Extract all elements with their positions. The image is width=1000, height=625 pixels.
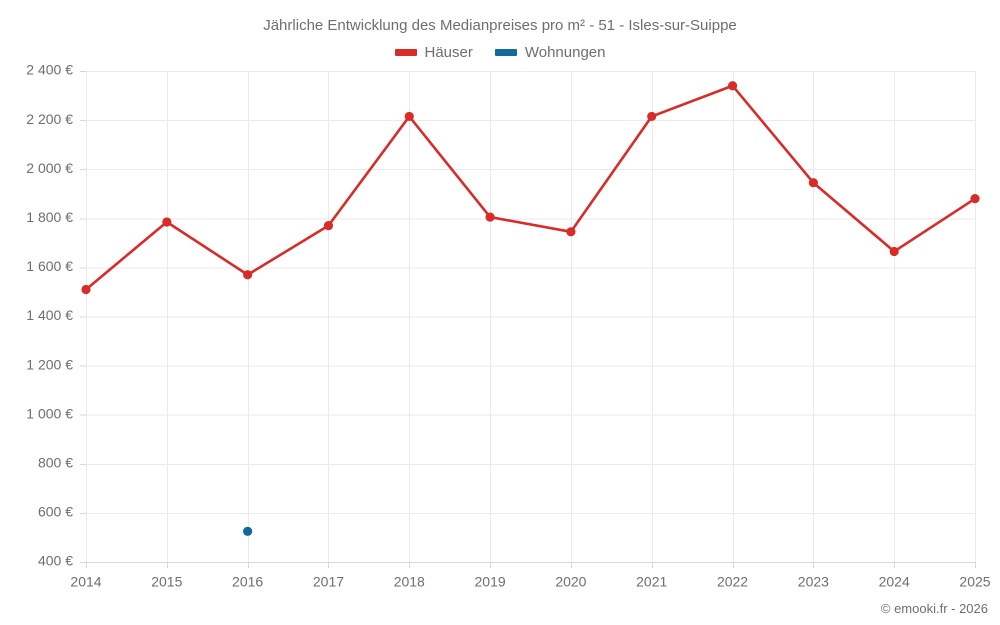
- legend-swatch-hauser: [394, 49, 417, 56]
- axes: [80, 71, 976, 568]
- y-axis-tick-label: 400 €: [38, 553, 73, 569]
- data-point[interactable]: [485, 212, 495, 222]
- legend-item-hauser[interactable]: Häuser: [394, 44, 473, 61]
- data-point[interactable]: [243, 270, 253, 280]
- y-axis-tick-label: 1 400 €: [26, 307, 73, 323]
- x-axis-tick-label: 2017: [313, 573, 344, 589]
- x-axis-tick-label: 2014: [70, 573, 101, 589]
- data-point[interactable]: [243, 526, 253, 536]
- legend-label-hauser: Häuser: [424, 44, 473, 61]
- x-axis-tick-label: 2020: [555, 573, 586, 589]
- y-axis-tick-label: 1 600 €: [26, 258, 73, 274]
- x-axis-tick-label: 2024: [879, 573, 910, 589]
- data-point[interactable]: [727, 81, 738, 91]
- x-axis-tick-labels: 2014 2015 2016 2017 2018 2019 2020 2021 2022 2023…: [70, 573, 990, 589]
- data-point[interactable]: [808, 178, 818, 188]
- data-point[interactable]: [81, 284, 91, 295]
- y-axis-tick-label: 800 €: [38, 455, 73, 471]
- x-axis-tick-label: 2022: [717, 573, 748, 589]
- y-axis-tick-label: 1 000 €: [26, 405, 73, 421]
- y-axis-tick-label: 1 200 €: [26, 356, 73, 372]
- x-axis-tick-label: 2019: [475, 573, 506, 589]
- chart-legend: Häuser Wohnungen: [0, 44, 1000, 61]
- credit-label: © emooki.fr - 2026: [880, 601, 988, 616]
- y-axis-tick-label: 2 000 €: [26, 160, 73, 176]
- data-point[interactable]: [404, 111, 414, 122]
- legend-label-wohnungen: Wohnungen: [524, 44, 606, 61]
- data-point[interactable]: [647, 111, 657, 122]
- x-axis-tick-label: 2015: [151, 573, 182, 589]
- y-axis-tick-label: 2 400 €: [26, 62, 73, 78]
- x-axis-tick-label: 2025: [959, 573, 990, 589]
- gridlines: [86, 71, 976, 563]
- data-point[interactable]: [970, 194, 980, 204]
- x-axis-tick-label: 2016: [232, 573, 263, 589]
- y-axis-tick-label: 2 200 €: [26, 111, 73, 127]
- data-point[interactable]: [162, 217, 172, 227]
- legend-item-wohnungen[interactable]: Wohnungen: [494, 44, 606, 61]
- x-axis-tick-label: 2021: [636, 573, 667, 589]
- y-axis-tick-label: 600 €: [38, 504, 73, 520]
- data-point[interactable]: [323, 221, 334, 231]
- y-axis-tick-label: 1 800 €: [26, 209, 73, 225]
- series-line-häuser: [84, 84, 977, 291]
- data-point[interactable]: [889, 246, 899, 257]
- legend-swatch-wohnungen: [494, 49, 517, 56]
- y-axis-tick-labels: 400 € 600 € 800 € 1 000 € 1 200 € 1 400 € 1 60…: [26, 62, 73, 569]
- data-point[interactable]: [566, 227, 576, 237]
- x-axis-tick-label: 2018: [394, 573, 425, 589]
- x-axis-tick-label: 2023: [798, 573, 829, 589]
- chart-title: Jährliche Entwicklung des Medianpreises …: [263, 17, 737, 34]
- data-series: [81, 81, 980, 536]
